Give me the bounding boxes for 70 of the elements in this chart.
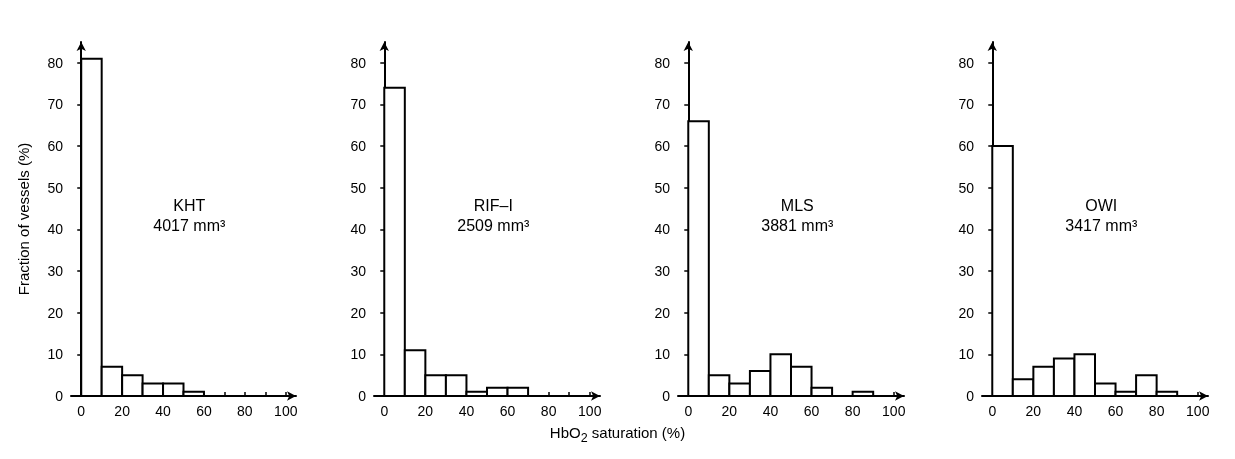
text: RIF–I xyxy=(473,197,513,215)
y-tick-label: 40 xyxy=(958,221,975,238)
text: 3881 mm³ xyxy=(761,217,834,235)
y-tick-label: 80 xyxy=(47,54,64,71)
y-tick-label: 20 xyxy=(350,304,367,321)
y-tick-label: 70 xyxy=(47,96,64,113)
x-tick-label: 60 xyxy=(196,403,212,419)
y-tick-label: 70 xyxy=(654,96,671,113)
y-tick-label: 50 xyxy=(654,179,671,196)
y-tick-label: 70 xyxy=(958,96,975,113)
y-tick-label: 40 xyxy=(350,221,367,238)
y-tick-label: 70 xyxy=(350,96,367,113)
y-tick-label: 0 xyxy=(662,388,671,404)
y-tick-label: 30 xyxy=(350,263,367,280)
text: KHT xyxy=(173,197,206,215)
x-tick-label: 100 xyxy=(1186,403,1210,419)
x-tick-label: 60 xyxy=(803,403,820,419)
x-tick-label: 0 xyxy=(988,403,997,419)
x-tick-label: 0 xyxy=(380,403,389,419)
x-tick-label: 40 xyxy=(155,403,172,419)
text: 2509 mm³ xyxy=(457,217,530,235)
x-tick-label: 40 xyxy=(458,403,475,419)
x-tick-label: 20 xyxy=(417,403,434,419)
x-tick-label: 80 xyxy=(540,403,557,419)
y-tick-label: 50 xyxy=(350,179,367,196)
x-tick-label: 80 xyxy=(1148,403,1165,419)
y-tick-label: 0 xyxy=(358,388,367,404)
y-tick-label: 50 xyxy=(47,179,64,196)
y-tick-label: 60 xyxy=(47,138,64,155)
x-tick-label: 80 xyxy=(844,403,861,419)
x-tick-label: 20 xyxy=(721,403,738,419)
text: 3417 mm³ xyxy=(1065,217,1138,235)
x-tick-label: 80 xyxy=(237,403,253,419)
x-tick-label: 0 xyxy=(684,403,693,419)
y-tick-label: 80 xyxy=(958,54,975,71)
x-tick-label: 40 xyxy=(762,403,779,419)
y-tick-label: 40 xyxy=(654,221,671,238)
x-axis-title: HbO$_{2}$ saturation (%) xyxy=(548,424,687,445)
x-tick-label: 100 xyxy=(578,403,602,419)
y-tick-label: 10 xyxy=(47,346,64,363)
text: 4017 mm³ xyxy=(153,217,226,235)
x-tick-label: 100 xyxy=(882,403,906,419)
y-tick-label: 30 xyxy=(958,263,975,280)
y-tick-label: 50 xyxy=(958,179,975,196)
x-tick-label: 20 xyxy=(114,403,131,419)
y-tick-label: 10 xyxy=(350,346,367,363)
y-tick-label: 60 xyxy=(958,138,975,155)
x-tick-label: 60 xyxy=(499,403,516,419)
y-tick-label: 30 xyxy=(654,263,671,280)
y-tick-label: 10 xyxy=(654,346,671,363)
text: OWI xyxy=(1085,197,1118,215)
y-tick-label: 10 xyxy=(958,346,975,363)
y-tick-label: 60 xyxy=(350,138,367,155)
x-tick-label: 0 xyxy=(77,403,86,419)
y-tick-label: 30 xyxy=(47,263,64,280)
text: MLS xyxy=(780,197,814,215)
x-tick-label: 100 xyxy=(274,403,298,419)
y-tick-label: 20 xyxy=(654,304,671,321)
x-tick-label: 60 xyxy=(1107,403,1124,419)
x-tick-label: 40 xyxy=(1066,403,1083,419)
y-tick-label: 20 xyxy=(47,304,64,321)
x-tick-label: 20 xyxy=(1025,403,1042,419)
y-tick-label: 20 xyxy=(958,304,975,321)
y-tick-label: 80 xyxy=(654,54,671,71)
y-axis-title: Fraction of vessels (%) xyxy=(15,142,32,296)
y-tick-label: 0 xyxy=(966,388,975,404)
y-tick-label: 80 xyxy=(350,54,367,71)
y-tick-label: 40 xyxy=(47,221,64,238)
y-tick-label: 60 xyxy=(654,138,671,155)
y-tick-label: 0 xyxy=(55,388,64,404)
